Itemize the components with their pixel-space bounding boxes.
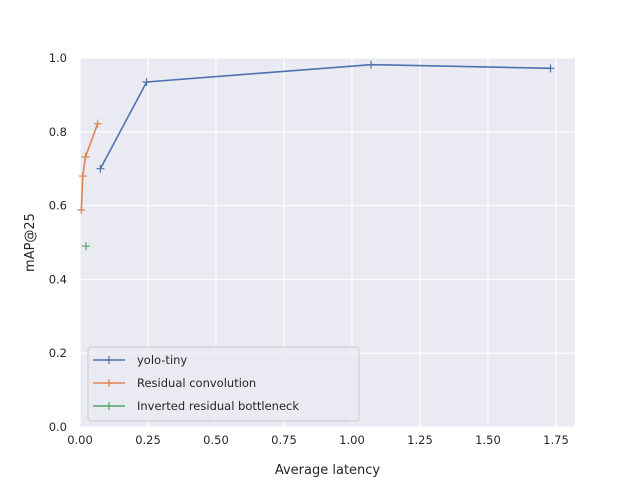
legend-marker bbox=[105, 356, 113, 364]
legend: yolo-tiny Residual convolution Inverted re… bbox=[87, 346, 360, 422]
series-line bbox=[80, 123, 99, 211]
data-point bbox=[96, 164, 105, 173]
legend-label: Residual convolution bbox=[137, 376, 256, 390]
x-axis-label: Average latency bbox=[275, 463, 381, 478]
y-tick-labels: 0.0 0.2 0.4 0.6 0.8 1.0 bbox=[49, 51, 67, 434]
x-tick-label: 1.25 bbox=[407, 433, 433, 447]
data-point bbox=[77, 206, 86, 215]
y-tick-label: 0.8 bbox=[49, 125, 67, 139]
x-tick-labels: 0.00 0.25 0.50 0.75 1.00 1.25 1.50 1.75 bbox=[67, 433, 569, 447]
series-yolo-tiny bbox=[96, 60, 555, 173]
data-point bbox=[93, 119, 102, 128]
legend-marker bbox=[105, 379, 113, 387]
data-point bbox=[546, 64, 555, 73]
x-tick-label: 0.25 bbox=[135, 433, 161, 447]
y-tick-label: 0.6 bbox=[49, 199, 67, 213]
series-line bbox=[99, 63, 551, 170]
y-axis-label: mAP@25 bbox=[23, 213, 38, 272]
y-tick-label: 0.0 bbox=[49, 420, 67, 434]
series-inverted-residual-bottleneck bbox=[81, 242, 90, 251]
x-tick-label: 0.50 bbox=[203, 433, 229, 447]
legend-item: Residual convolution bbox=[93, 376, 256, 390]
x-tick-label: 0.75 bbox=[271, 433, 297, 447]
x-tick-label: 1.00 bbox=[339, 433, 365, 447]
data-point bbox=[81, 152, 90, 161]
y-tick-label: 1.0 bbox=[49, 51, 67, 65]
legend-item: yolo-tiny bbox=[93, 353, 187, 367]
y-tick-label: 0.2 bbox=[49, 346, 67, 360]
x-tick-label: 1.75 bbox=[543, 433, 569, 447]
legend-item: Inverted residual bottleneck bbox=[93, 399, 299, 413]
legend-box bbox=[87, 346, 360, 422]
data-point bbox=[367, 60, 376, 69]
data-point bbox=[142, 77, 151, 86]
legend-label: yolo-tiny bbox=[137, 353, 187, 367]
data-point bbox=[81, 242, 90, 251]
data-point bbox=[78, 172, 87, 181]
series-residual-convolution bbox=[77, 119, 102, 215]
x-tick-label: 1.50 bbox=[475, 433, 501, 447]
legend-marker bbox=[105, 402, 113, 410]
y-tick-label: 0.4 bbox=[49, 272, 67, 286]
series-layer bbox=[77, 60, 555, 251]
x-tick-label: 0.00 bbox=[67, 433, 93, 447]
legend-label: Inverted residual bottleneck bbox=[137, 399, 299, 413]
